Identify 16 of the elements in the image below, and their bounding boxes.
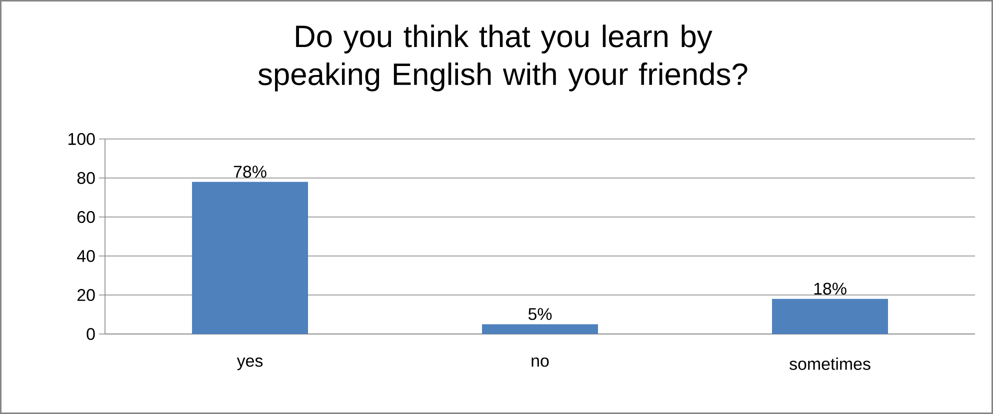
chart-title: Do you think that you learn by speaking English with your friends?	[258, 24, 748, 92]
y-tick-label: 80	[77, 172, 95, 184]
data-label: 78%	[234, 166, 266, 178]
y-tick-label: 100	[68, 133, 95, 145]
x-tick-label: yes	[236, 358, 263, 370]
y-tick-label: 20	[78, 289, 95, 301]
data-label: 5%	[528, 308, 552, 320]
x-tick-label: no	[532, 358, 549, 367]
x-tick-label: sometimes	[790, 358, 870, 370]
y-tick-label: 0	[86, 328, 95, 340]
bar	[772, 298, 888, 334]
y-tick-label: 60	[78, 211, 95, 223]
y-tick-label: 40	[77, 250, 95, 262]
data-label: 18%	[814, 282, 846, 295]
bar	[482, 324, 598, 334]
bar	[192, 182, 308, 334]
